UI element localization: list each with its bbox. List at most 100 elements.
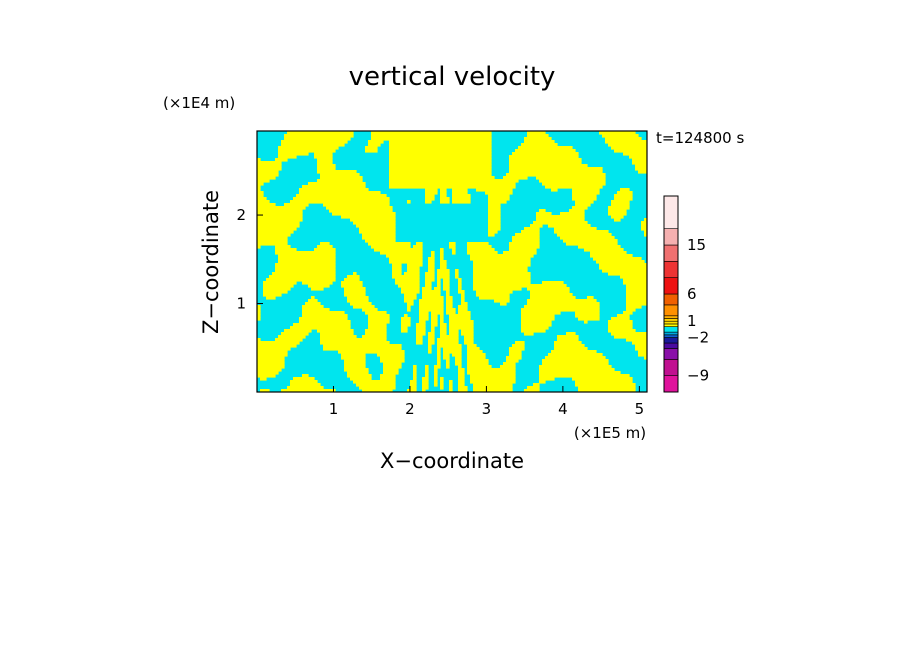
positive-cell: [539, 365, 612, 369]
positive-cell: [344, 368, 369, 372]
positive-cell: [503, 176, 528, 180]
positive-cell: [524, 140, 555, 144]
positive-cell: [425, 200, 432, 204]
positive-cell: [479, 296, 510, 300]
y-axis-multiplier: (×1E4 m): [163, 94, 235, 112]
positive-cell: [554, 341, 582, 345]
positive-cell: [431, 326, 435, 330]
positive-cell: [437, 359, 441, 363]
colorbar-level: [663, 244, 679, 262]
positive-cell: [428, 332, 435, 336]
positive-cell: [626, 305, 642, 309]
positive-cell: [530, 296, 576, 300]
positive-cell: [314, 155, 333, 159]
positive-cell: [425, 374, 429, 378]
positive-cell: [299, 320, 351, 324]
positive-cell: [404, 299, 414, 303]
positive-cell: [449, 332, 459, 336]
positive-cell: [605, 137, 642, 141]
positive-cell: [431, 323, 438, 327]
positive-cell: [554, 227, 597, 231]
positive-cell: [476, 188, 513, 192]
positive-cell: [257, 197, 267, 201]
positive-cell: [632, 161, 647, 165]
positive-cell: [626, 284, 647, 288]
positive-cell: [431, 254, 435, 258]
positive-cell: [521, 230, 540, 234]
positive-cell: [257, 188, 261, 192]
positive-cell: [416, 338, 423, 342]
positive-cell: [416, 323, 426, 327]
positive-cell: [626, 308, 636, 312]
positive-cell: [359, 386, 396, 390]
positive-cell: [416, 332, 426, 336]
positive-cell: [413, 365, 417, 369]
colorbar-tick-label: 15: [687, 236, 706, 254]
positive-cell: [473, 260, 531, 264]
positive-cell: [638, 350, 647, 354]
positive-cell: [509, 155, 579, 159]
positive-cell: [554, 347, 588, 351]
colorbar-level: [663, 326, 679, 333]
positive-cell: [344, 278, 360, 282]
positive-cell: [473, 386, 513, 390]
positive-cell: [566, 242, 618, 246]
positive-cell: [614, 335, 647, 339]
positive-cell: [374, 248, 423, 252]
positive-cell: [452, 188, 468, 192]
colorbar-level: [663, 337, 679, 344]
positive-cell: [422, 380, 429, 384]
positive-cell: [524, 389, 540, 392]
positive-cell: [257, 170, 279, 174]
positive-cell: [257, 365, 285, 369]
positive-cell: [527, 299, 597, 303]
positive-cell: [503, 251, 537, 255]
positive-cell: [257, 185, 261, 189]
positive-cell: [278, 335, 306, 339]
positive-cell: [644, 230, 647, 234]
positive-cell: [455, 362, 462, 366]
positive-cell: [311, 287, 324, 291]
positive-cell: [257, 194, 264, 198]
positive-cell: [509, 242, 540, 246]
positive-cell: [548, 353, 603, 357]
positive-cell: [401, 320, 411, 324]
colorbar-level: [663, 359, 679, 376]
positive-cell: [407, 266, 420, 270]
positive-cell: [365, 146, 378, 150]
positive-cell: [524, 305, 600, 309]
positive-cell: [611, 332, 647, 336]
positive-cell: [389, 143, 492, 147]
positive-cell: [257, 209, 303, 213]
positive-cell: [608, 329, 636, 333]
positive-cell: [635, 164, 647, 168]
positive-cell: [281, 143, 345, 147]
positive-cell: [509, 350, 522, 354]
positive-cell: [419, 320, 426, 324]
positive-cell: [389, 161, 492, 165]
positive-cell: [371, 131, 492, 135]
positive-cell: [443, 281, 450, 285]
positive-cell: [344, 365, 366, 369]
positive-cell: [632, 158, 647, 162]
y-axis-label: Z−coordinate: [199, 190, 223, 334]
positive-cell: [443, 356, 450, 360]
positive-cell: [494, 299, 510, 303]
positive-cell: [380, 251, 423, 255]
positive-cell: [440, 380, 444, 384]
positive-cell: [449, 380, 453, 384]
positive-cell: [440, 197, 450, 201]
positive-cell: [275, 269, 336, 273]
positive-cell: [362, 335, 387, 339]
positive-cell: [509, 245, 540, 249]
positive-cell: [521, 317, 555, 321]
positive-cell: [293, 377, 315, 381]
positive-cell: [512, 152, 579, 156]
positive-cell: [470, 257, 531, 261]
positive-cell: [257, 200, 270, 204]
positive-cell: [404, 272, 420, 276]
positive-cell: [641, 224, 647, 228]
positive-cell: [440, 266, 447, 270]
x-axis-label: X−coordinate: [380, 449, 524, 473]
positive-cell: [470, 374, 516, 378]
